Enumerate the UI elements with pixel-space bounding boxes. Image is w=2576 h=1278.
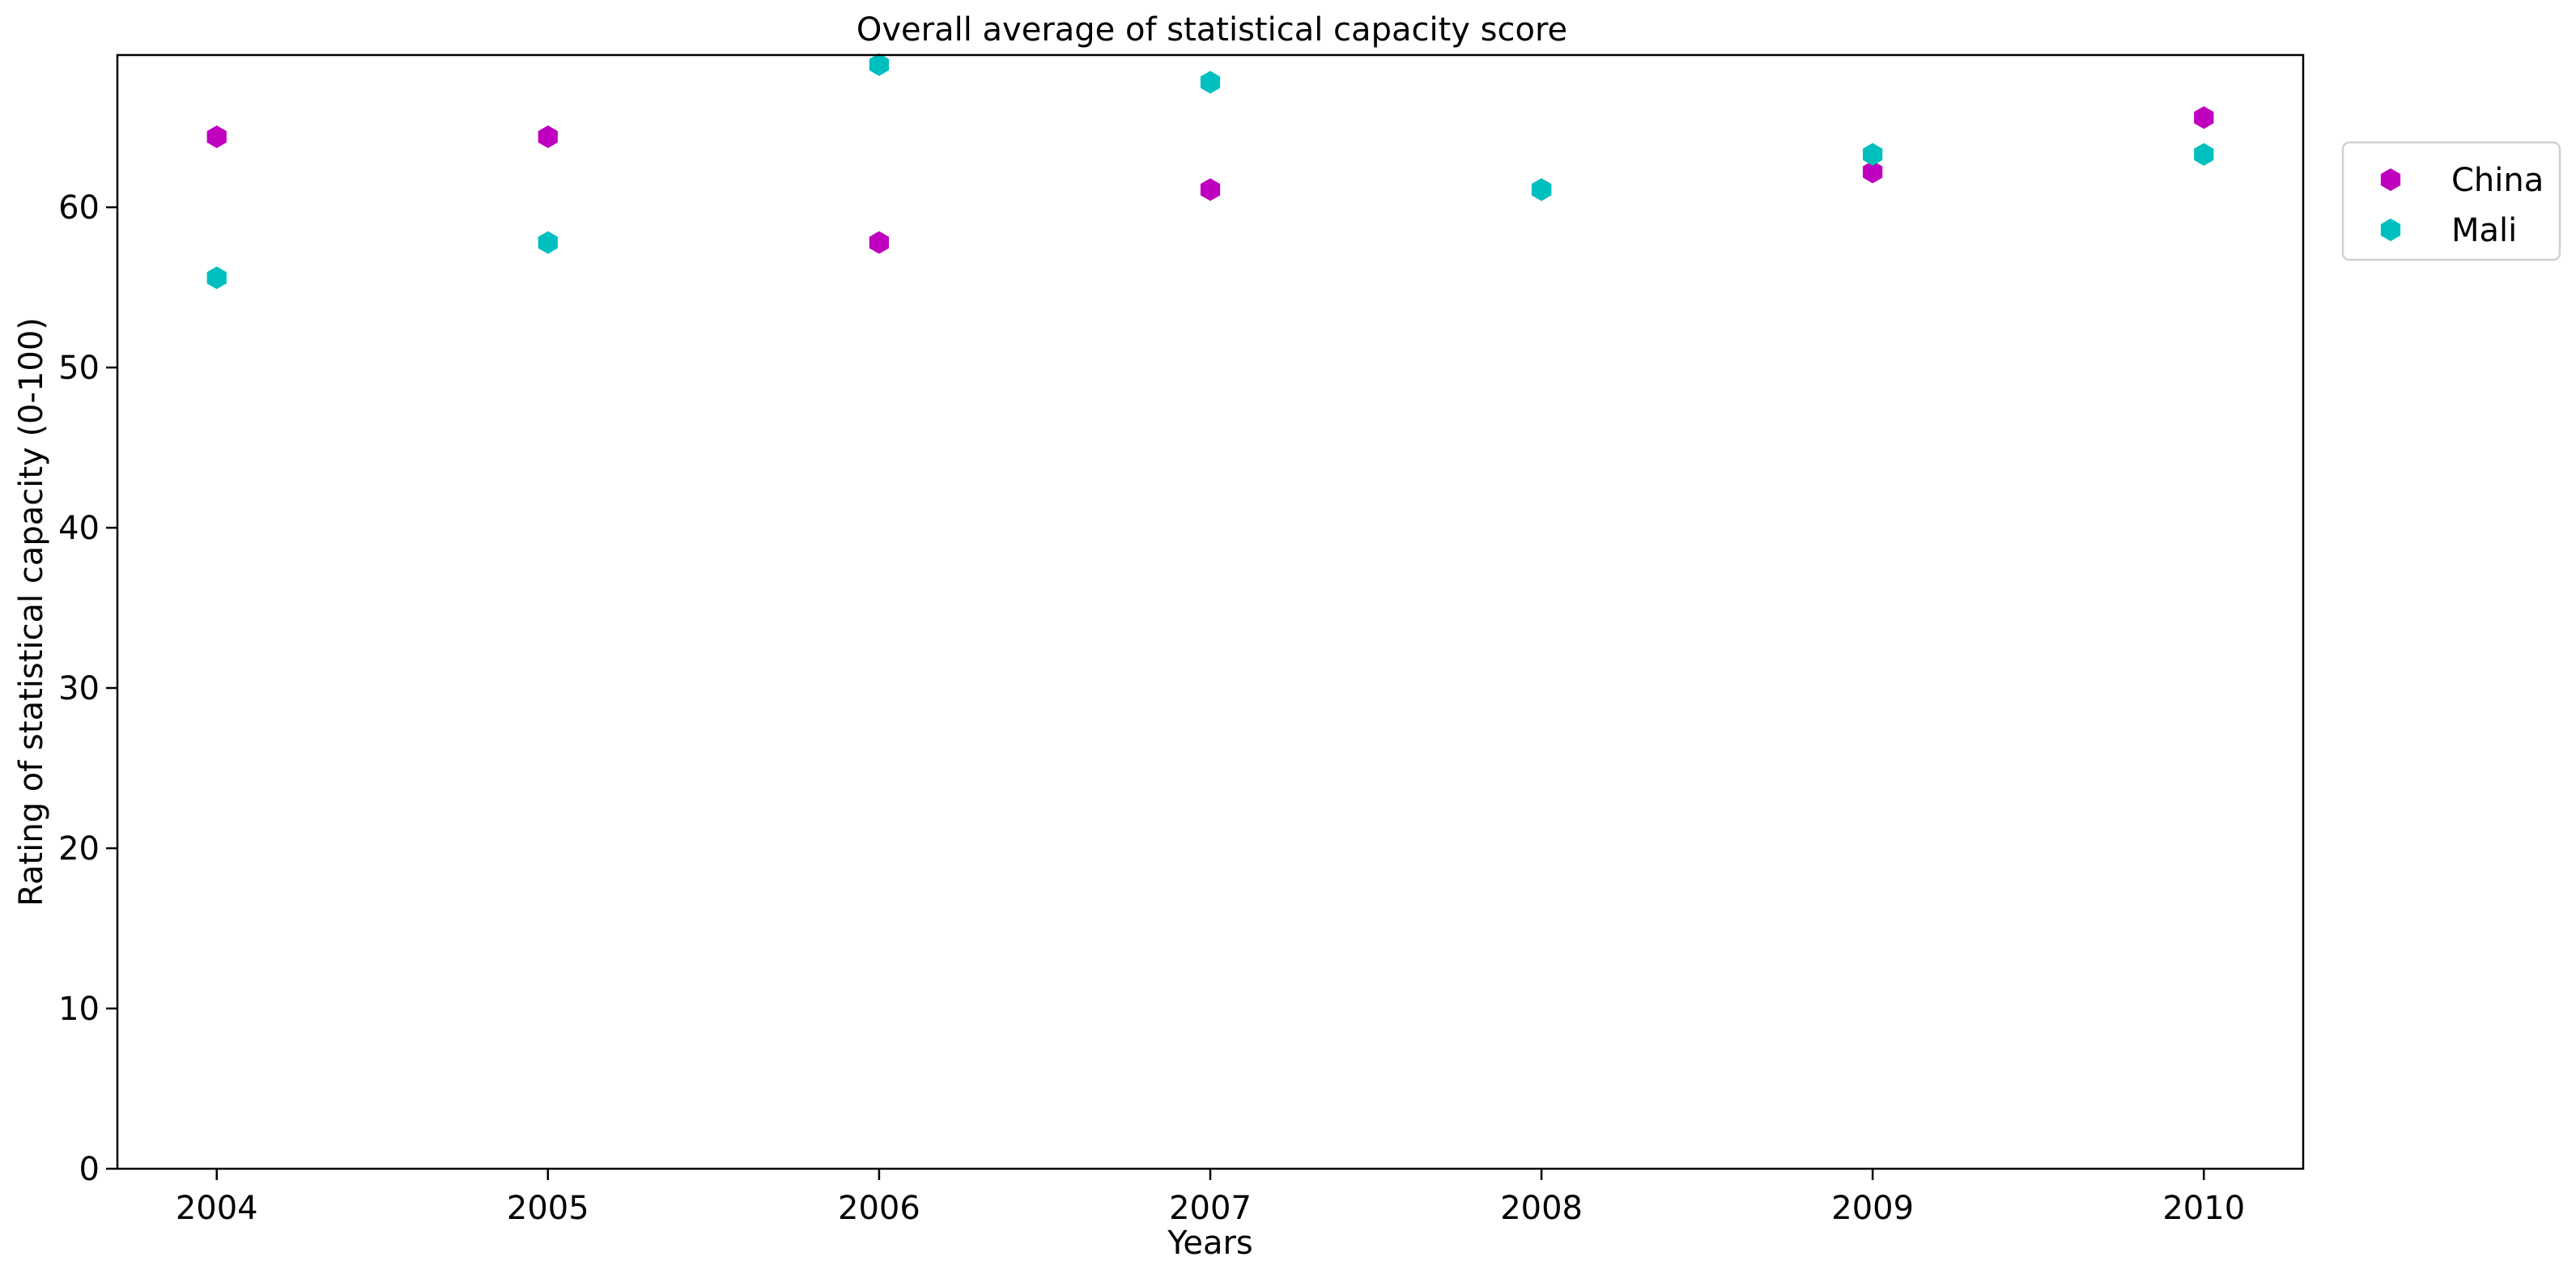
data-point-mali	[2194, 142, 2214, 166]
x-tick-label: 2010	[2162, 1190, 2245, 1227]
x-tick-label: 2008	[1500, 1190, 1583, 1227]
y-tick-label: 0	[79, 1151, 100, 1188]
y-tick-label: 50	[58, 350, 100, 387]
data-point-china	[206, 125, 227, 148]
data-point-mali	[206, 266, 227, 290]
x-tick-label: 2005	[507, 1190, 589, 1227]
y-tick-label: 40	[58, 510, 100, 547]
x-tick-label: 2004	[176, 1190, 258, 1227]
legend-label-mali: Mali	[2451, 212, 2517, 249]
data-point-china	[2194, 106, 2214, 129]
x-axis-ticks: 2004 2005 2006 2007 2008 2009 2010	[176, 1169, 2245, 1227]
x-tick-label: 2009	[1831, 1190, 1914, 1227]
chart-title: Overall average of statistical capacity …	[857, 11, 1567, 49]
legend-marker-mali	[2380, 219, 2401, 241]
series-mali	[206, 53, 2214, 290]
x-tick-label: 2006	[838, 1190, 920, 1227]
x-axis-label: Years	[1167, 1225, 1253, 1262]
data-point-mali	[1200, 70, 1221, 94]
y-axis-label: Rating of statistical capacity (0-100)	[13, 317, 50, 906]
y-tick-label: 10	[58, 991, 100, 1028]
x-tick-label: 2007	[1169, 1190, 1252, 1227]
data-point-mali	[538, 231, 558, 254]
data-point-mali	[1863, 142, 1883, 166]
data-point-china	[1863, 160, 1883, 184]
plot-area-frame	[116, 53, 2305, 1170]
data-point-china	[869, 231, 890, 254]
legend: China Mali	[2341, 141, 2561, 261]
series-china	[206, 106, 2214, 254]
plot-marks	[206, 53, 2214, 290]
y-axis-ticks: 0 10 20 30 40 50 60	[58, 189, 117, 1188]
data-point-china	[538, 125, 558, 148]
y-tick-label: 30	[58, 670, 100, 707]
legend-marker-china	[2380, 168, 2401, 191]
y-tick-label: 60	[58, 189, 100, 227]
y-tick-label: 20	[58, 830, 100, 868]
data-point-china	[1200, 178, 1221, 202]
legend-label-china: China	[2451, 162, 2544, 199]
data-point-mali	[1531, 178, 1552, 202]
data-point-mali	[869, 53, 890, 76]
